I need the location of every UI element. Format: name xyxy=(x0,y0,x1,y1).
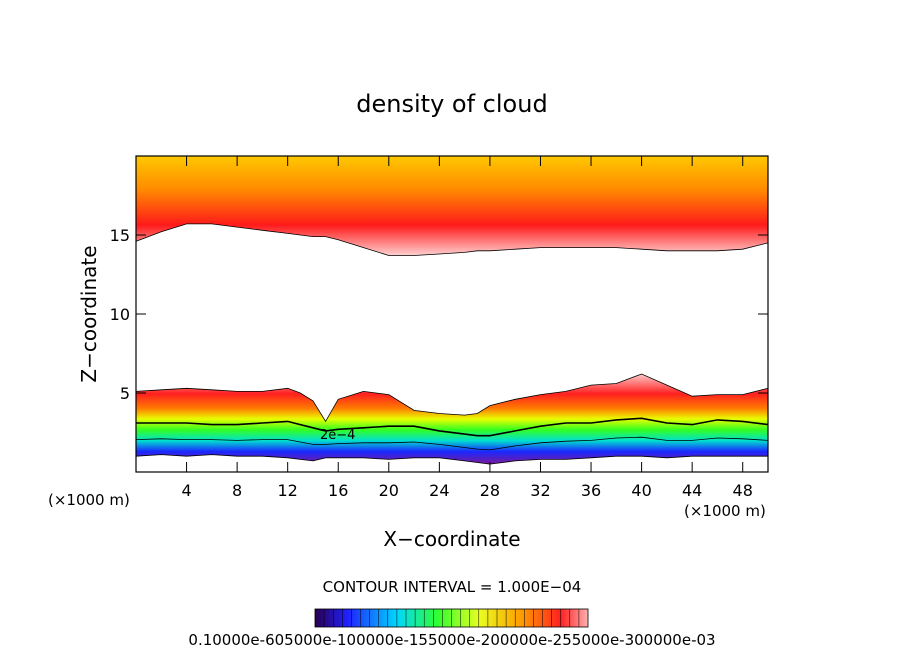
lower-cloud-layer xyxy=(136,373,768,465)
colorbar-ticks xyxy=(323,609,580,627)
x-tick-label: 32 xyxy=(530,481,550,500)
contour-line-lower xyxy=(136,436,768,451)
y-axis-ticks: 5 10 15 xyxy=(110,226,768,403)
x-tick-label: 8 xyxy=(232,481,242,500)
x-tick-label: 16 xyxy=(328,481,348,500)
x-tick-label: 20 xyxy=(379,481,399,500)
x-tick-label: 28 xyxy=(480,481,500,500)
contour-interval: CONTOUR INTERVAL = 1.000E−04 xyxy=(323,578,582,596)
y-axis-label: Z−coordinate xyxy=(77,245,101,382)
upper-cloud-layer xyxy=(136,156,768,256)
x-tick-label: 36 xyxy=(581,481,601,500)
x-axis-label: X−coordinate xyxy=(383,527,520,551)
y-tick-label: 5 xyxy=(120,384,130,403)
x-unit-right: (×1000 m) xyxy=(684,502,766,520)
plot-area: 2e−4 xyxy=(136,156,768,472)
x-tick-label: 24 xyxy=(429,481,449,500)
x-tick-label: 44 xyxy=(682,481,702,500)
colorbar-labels: 0.10000e-605000e-100000e-155000e-200000e… xyxy=(188,631,715,649)
contour-line-2e-4 xyxy=(136,417,768,437)
x-unit-left: (×1000 m) xyxy=(48,491,130,509)
x-axis-ticks: 4 8 12 16 20 24 28 32 36 40 44 48 xyxy=(181,156,753,500)
y-tick-label: 10 xyxy=(110,305,130,324)
chart-title: density of cloud xyxy=(356,90,547,118)
x-tick-label: 12 xyxy=(278,481,298,500)
x-tick-label: 40 xyxy=(631,481,651,500)
x-tick-label: 48 xyxy=(733,481,753,500)
y-tick-label: 15 xyxy=(110,226,130,245)
contour-label: 2e−4 xyxy=(320,428,355,443)
x-tick-label: 4 xyxy=(181,481,191,500)
